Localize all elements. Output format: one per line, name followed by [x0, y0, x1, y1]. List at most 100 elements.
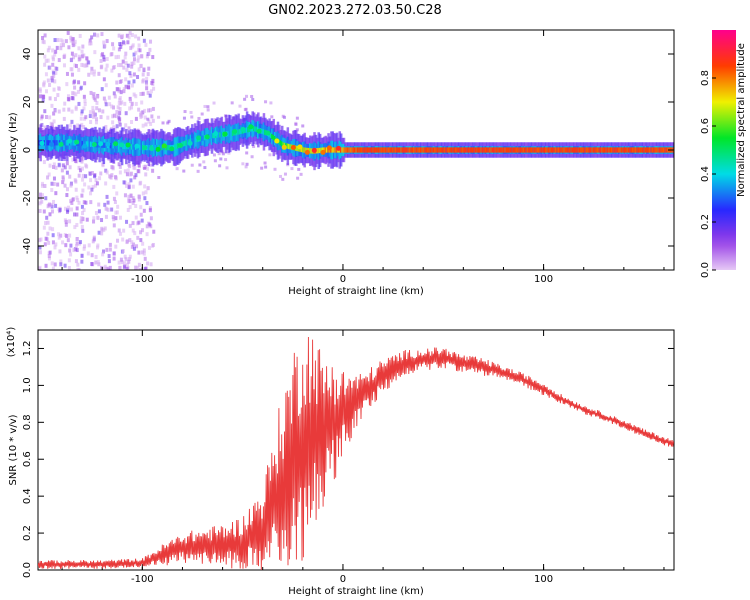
noise-cell: [251, 97, 255, 101]
ridge-core: [295, 145, 298, 151]
noise-cell: [47, 240, 51, 245]
noise-cell: [126, 40, 130, 45]
ridge-core: [348, 147, 351, 153]
noise-cell: [190, 163, 194, 167]
ridge-core: [408, 147, 412, 153]
ridge-core: [71, 140, 75, 146]
ridge-core: [522, 147, 526, 153]
noise-cell: [88, 114, 92, 119]
noise-cell: [68, 248, 72, 253]
noise-cell: [47, 172, 51, 177]
ridge-core: [665, 147, 669, 153]
noise-cell: [146, 90, 150, 95]
ridge-blob: [113, 141, 119, 147]
noise-cell: [48, 163, 52, 168]
ridge-core: [192, 137, 195, 144]
noise-cell: [152, 86, 156, 91]
noise-cell: [88, 41, 92, 46]
noise-cell: [110, 207, 114, 212]
noise-cell: [125, 33, 129, 38]
ridge-blob: [125, 142, 131, 148]
noise-cell: [90, 187, 94, 192]
ridge-core: [366, 147, 370, 153]
noise-cell: [92, 235, 96, 240]
ridge-blob: [232, 128, 238, 134]
noise-cell: [51, 233, 55, 238]
ridge-core: [118, 143, 121, 149]
noise-cell: [134, 215, 138, 220]
ridge-core: [532, 147, 535, 153]
noise-cell: [143, 166, 147, 170]
ridge-blob: [169, 146, 175, 152]
noise-cell: [75, 241, 79, 246]
noise-cell: [61, 43, 65, 48]
noise-cell: [126, 207, 130, 212]
noise-cell: [115, 110, 119, 115]
ridge-core: [515, 147, 519, 153]
noise-cell: [130, 101, 134, 106]
noise-cell: [108, 247, 112, 252]
noise-cell: [77, 46, 81, 51]
noise-cell: [104, 214, 108, 219]
noise-cell: [147, 108, 151, 113]
ridge-core: [407, 147, 410, 153]
noise-cell: [90, 70, 94, 75]
noise-cell: [66, 238, 70, 243]
noise-cell: [132, 198, 136, 203]
noise-cell: [121, 40, 125, 45]
noise-cell: [44, 72, 48, 77]
noise-cell: [100, 32, 104, 37]
noise-cell: [149, 163, 153, 167]
ridge-core: [404, 147, 408, 153]
noise-cell: [144, 122, 148, 127]
noise-cell: [114, 114, 118, 119]
ridge-blob: [265, 130, 271, 136]
noise-cell: [74, 158, 78, 163]
ridge-core: [571, 147, 575, 153]
y-tick-label: 0.8: [22, 414, 33, 430]
ridge-core: [89, 141, 93, 147]
noise-cell: [92, 216, 96, 221]
noise-cell: [52, 73, 56, 78]
noise-cell: [132, 52, 136, 57]
ridge-core: [553, 147, 556, 153]
noise-cell: [51, 62, 55, 67]
noise-cell: [140, 100, 144, 105]
noise-cell: [84, 115, 88, 120]
noise-cell: [38, 94, 42, 99]
ridge-blob: [326, 145, 332, 151]
noise-cell: [128, 254, 132, 259]
ridge-core: [309, 148, 312, 154]
noise-cell: [52, 162, 56, 167]
noise-cell: [128, 223, 132, 228]
noise-cell: [54, 242, 58, 247]
noise-cell: [119, 41, 123, 46]
noise-cell: [142, 208, 146, 213]
noise-cell: [97, 71, 101, 76]
noise-cell: [38, 245, 42, 250]
ridge-core: [185, 140, 188, 146]
noise-cell: [142, 248, 146, 253]
noise-cell: [243, 97, 247, 101]
ridge-core: [612, 147, 615, 153]
noise-cell: [97, 108, 101, 113]
ridge-core: [495, 147, 499, 153]
noise-cell: [127, 259, 131, 264]
ridge-core: [45, 140, 48, 146]
noise-cell: [63, 183, 67, 188]
noise-cell: [70, 51, 74, 56]
noise-cell: [295, 128, 299, 132]
noise-cell: [294, 122, 298, 126]
noise-cell: [118, 107, 122, 112]
ridge-core: [331, 147, 335, 153]
noise-cell: [78, 240, 82, 245]
y-multiplier-label: (x10⁴): [6, 327, 17, 358]
ridge-core: [369, 147, 372, 153]
ridge-core: [420, 147, 423, 153]
noise-cell: [143, 108, 147, 113]
ridge-core: [556, 147, 559, 153]
noise-cell: [139, 212, 143, 217]
noise-cell: [122, 180, 126, 185]
noise-cell: [102, 54, 106, 59]
noise-cell: [85, 56, 89, 61]
